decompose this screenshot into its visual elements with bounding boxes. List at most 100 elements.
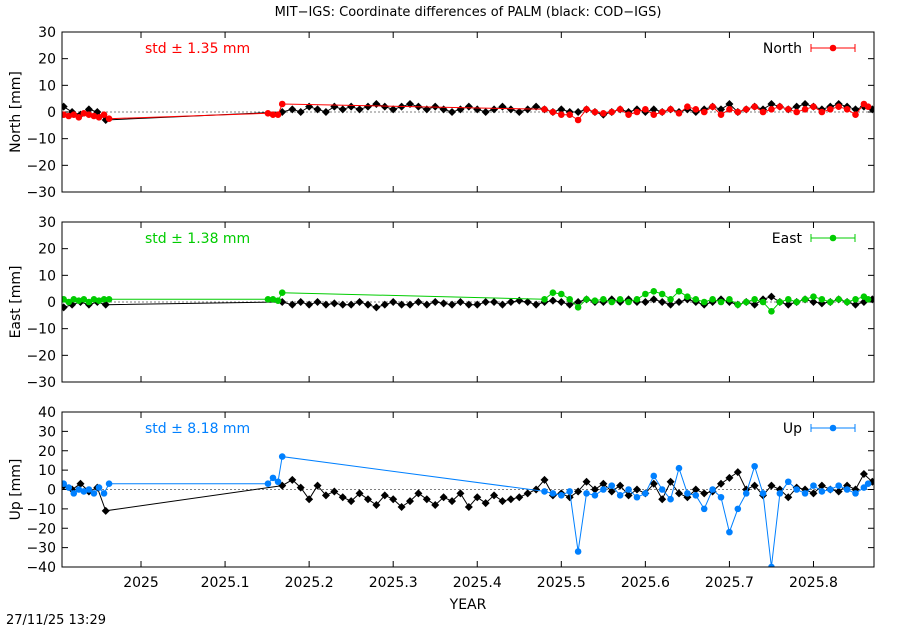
data-point (810, 293, 817, 300)
data-point (565, 493, 574, 502)
data-point (675, 110, 683, 117)
y-tick-label: 40 (38, 405, 56, 421)
data-point (296, 298, 305, 306)
data-point (549, 108, 557, 116)
legend-label: East (772, 231, 803, 247)
data-point (717, 493, 725, 501)
data-point (548, 296, 557, 305)
data-point (784, 106, 792, 113)
data-point (633, 493, 641, 501)
data-point (667, 495, 674, 503)
data-point (658, 108, 666, 116)
data-point (583, 490, 590, 497)
data-point (776, 490, 784, 497)
data-point (431, 501, 440, 509)
data-point (100, 296, 108, 303)
data-point (75, 297, 83, 304)
data-point (801, 100, 810, 108)
plot-frame (61, 31, 875, 193)
data-point (843, 298, 851, 306)
data-point (649, 105, 658, 114)
data-point (864, 103, 872, 110)
data-point (616, 492, 624, 499)
data-point (464, 102, 473, 111)
data-point (274, 478, 282, 486)
data-point (80, 110, 88, 117)
data-point (692, 492, 700, 499)
data-point (414, 298, 423, 306)
data-point (347, 102, 356, 111)
data-point (65, 112, 73, 120)
data-point (541, 106, 548, 113)
data-point (566, 488, 574, 495)
data-point (633, 108, 641, 116)
data-point (717, 111, 725, 118)
data-point (80, 296, 88, 303)
data-point (767, 481, 776, 490)
data-point (650, 472, 658, 480)
data-point (274, 297, 282, 304)
y-axis-label: North [mm] (8, 71, 24, 153)
data-point (793, 486, 800, 493)
data-point (658, 486, 666, 493)
data-point (835, 296, 842, 303)
data-point (826, 106, 834, 113)
data-point (363, 102, 372, 111)
data-point (274, 111, 282, 118)
data-point (105, 480, 113, 487)
data-point (591, 297, 599, 304)
data-point (372, 501, 381, 509)
data-point (490, 491, 499, 500)
data-point (506, 495, 515, 504)
data-point (566, 296, 574, 303)
data-point (717, 298, 725, 306)
data-point (498, 300, 507, 309)
data-point (355, 489, 364, 498)
std-annotation: std ± 1.35 mm (145, 41, 250, 57)
data-point (490, 298, 499, 306)
data-point (809, 298, 818, 306)
data-point (667, 106, 674, 113)
data-point (431, 298, 440, 306)
data-point (464, 502, 473, 511)
data-point (658, 298, 667, 306)
y-tick-label: −20 (26, 521, 56, 537)
timestamp-footer: 27/11/25 13:29 (6, 613, 106, 628)
data-point (600, 110, 607, 117)
data-point (574, 487, 583, 496)
legend-marker (829, 44, 837, 52)
data-point (65, 484, 73, 491)
data-point (574, 108, 583, 116)
data-point (448, 300, 457, 309)
data-point (776, 103, 784, 110)
data-point (90, 296, 98, 303)
data-point (768, 106, 775, 113)
y-tick-label: 10 (38, 268, 56, 284)
data-point (100, 490, 108, 497)
data-point (641, 298, 650, 306)
data-point (616, 106, 624, 113)
data-point (691, 485, 700, 494)
data-point (666, 300, 675, 309)
y-tick-label: 30 (38, 424, 56, 440)
data-point (105, 115, 113, 122)
data-point (750, 481, 759, 490)
data-point (313, 298, 322, 306)
data-point (642, 290, 649, 298)
data-point (515, 493, 524, 502)
data-point (751, 296, 758, 303)
data-point (801, 106, 809, 113)
data-point (101, 300, 110, 309)
data-point (734, 505, 742, 513)
data-point (768, 308, 775, 315)
std-annotation: std ± 8.18 mm (145, 421, 250, 437)
std-annotation: std ± 1.38 mm (145, 231, 250, 247)
x-tick-label: 2025.7 (705, 575, 754, 591)
data-point (667, 296, 674, 303)
data-point (481, 298, 490, 306)
data-point (590, 485, 599, 494)
data-point (498, 497, 507, 506)
data-point (607, 487, 616, 496)
y-axis-label: Up [mm] (8, 459, 24, 521)
data-point (330, 487, 339, 496)
